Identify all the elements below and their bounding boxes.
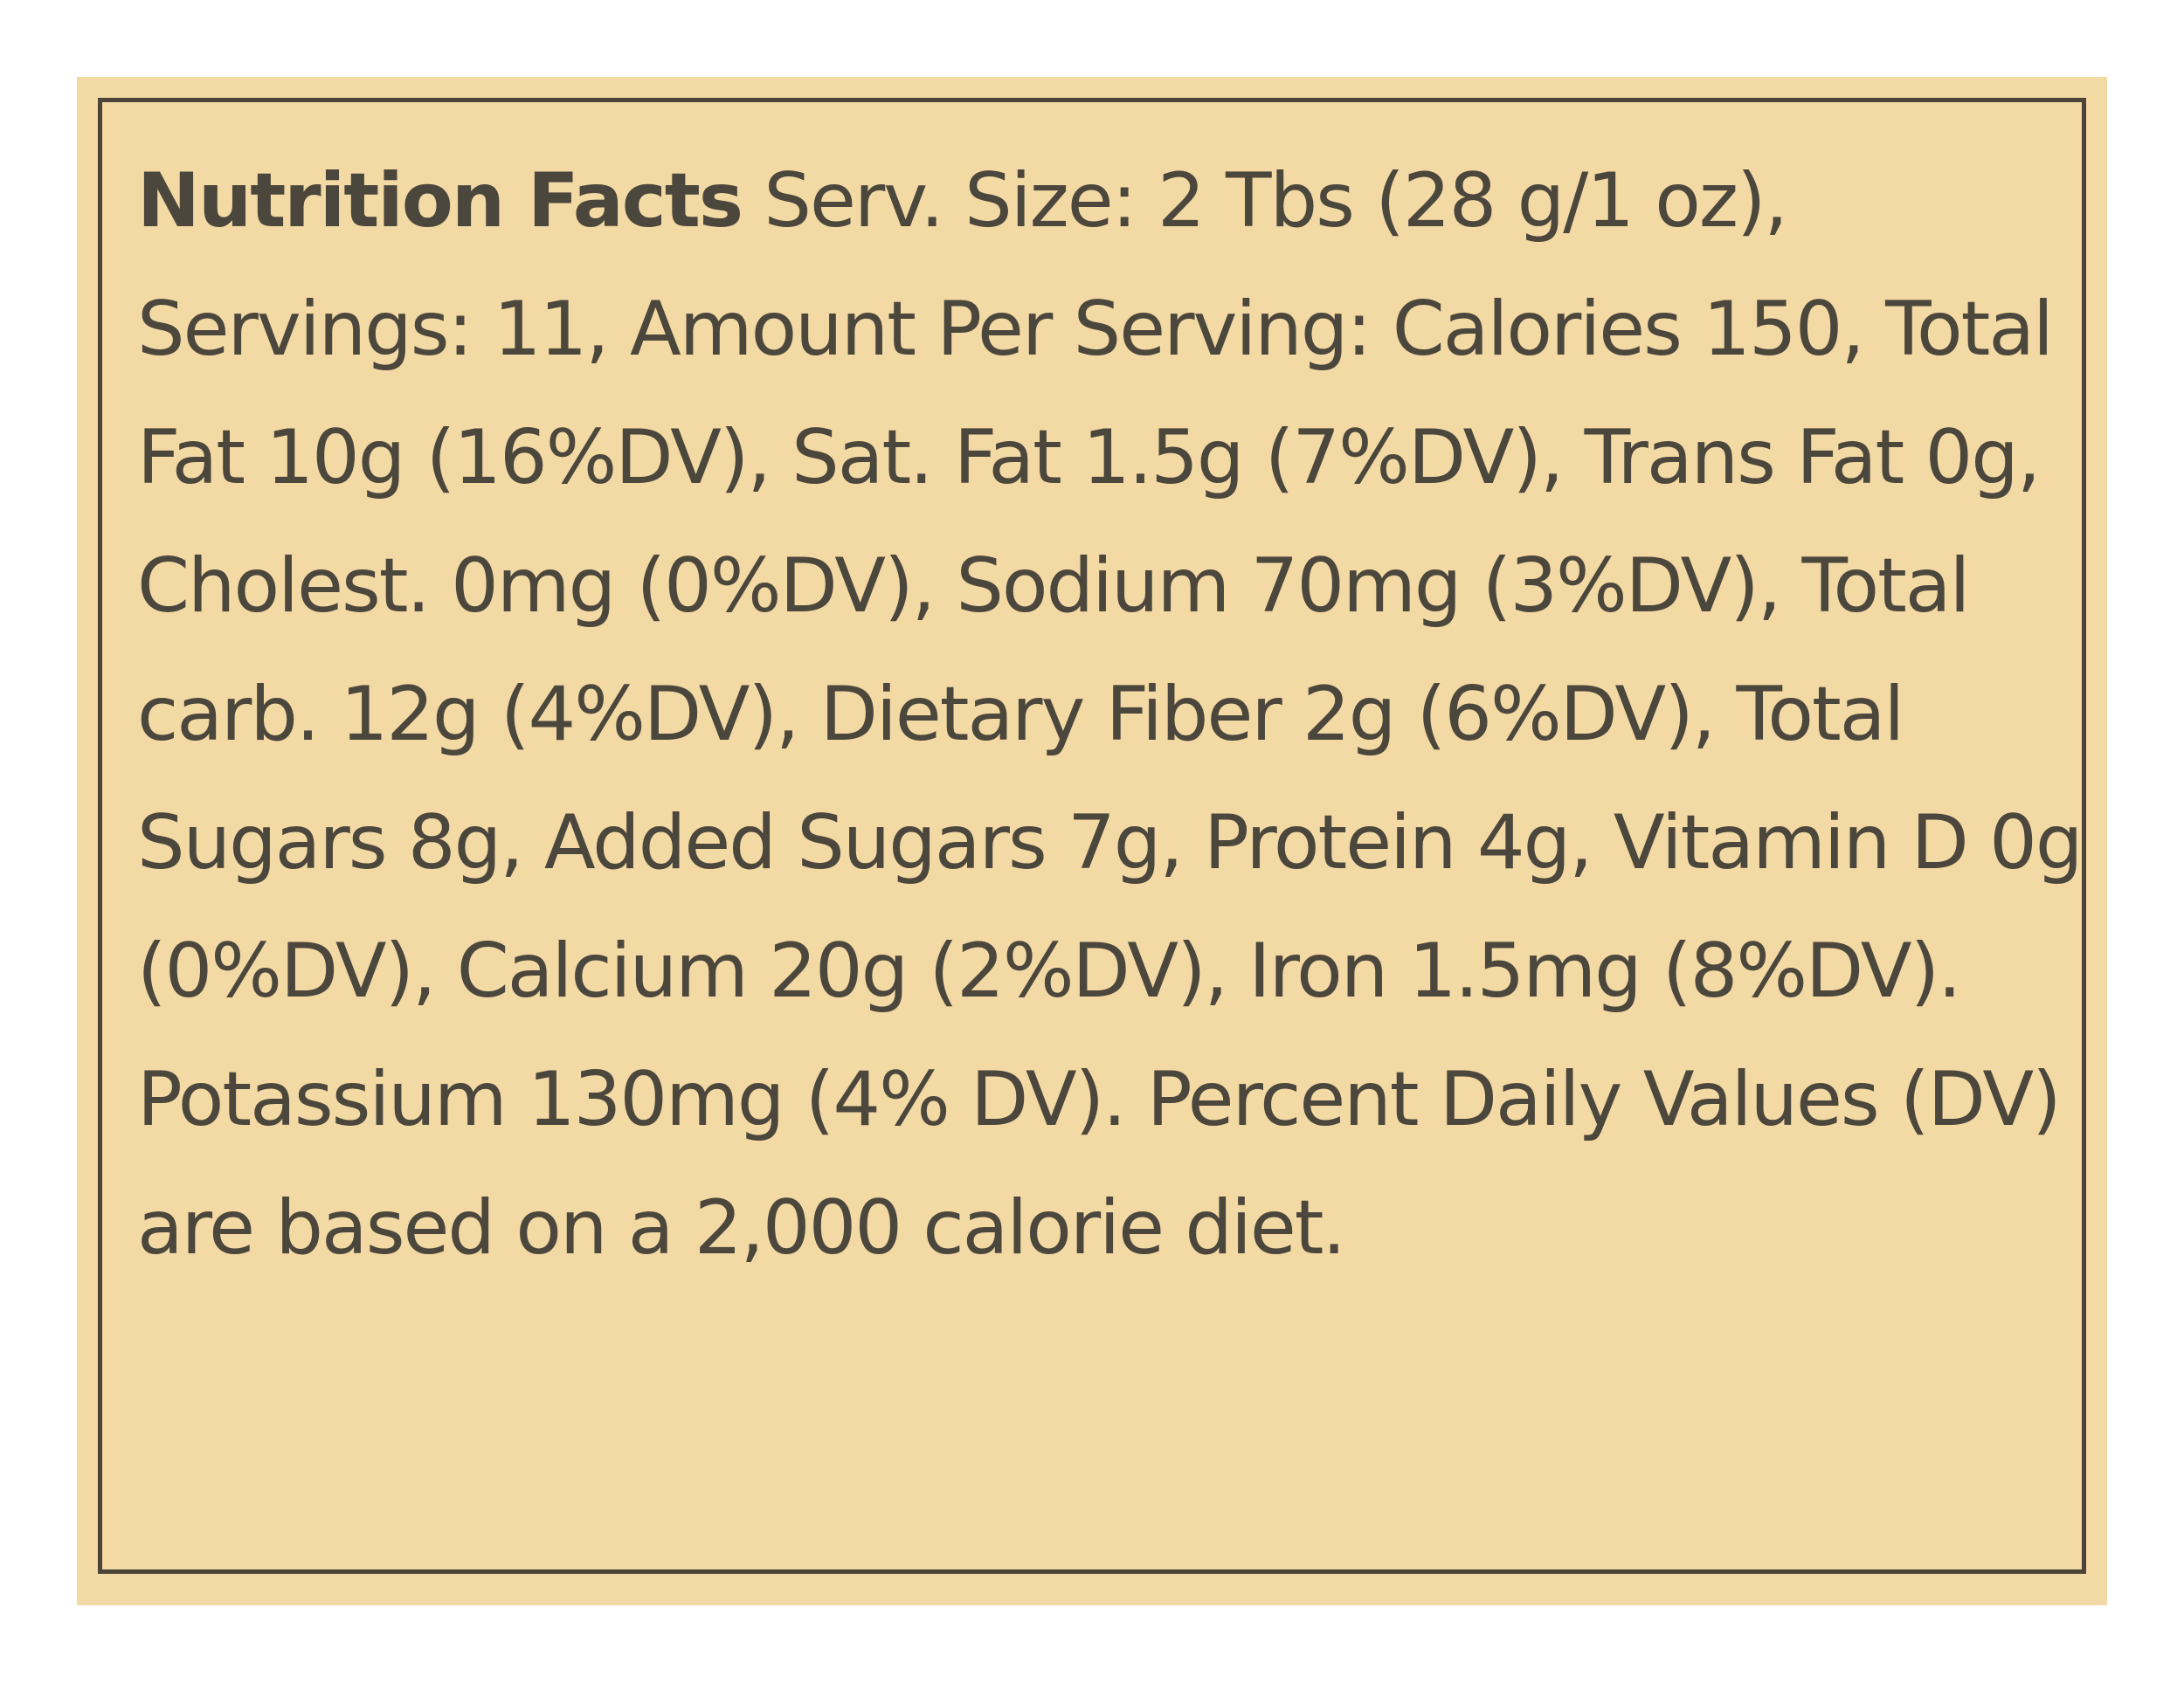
nutrition-label-border: Nutrition Facts Serv. Size: 2 Tbs (28 g/… <box>98 98 2086 1574</box>
nutrition-facts-text: Nutrition Facts Serv. Size: 2 Tbs (28 g/… <box>137 137 2085 1293</box>
nutrition-label-panel: Nutrition Facts Serv. Size: 2 Tbs (28 g/… <box>77 77 2107 1605</box>
nutrition-facts-heading: Nutrition Facts <box>137 157 743 245</box>
nutrition-facts-body: Serv. Size: 2 Tbs (28 g/1 oz), Servings:… <box>137 157 2083 1272</box>
